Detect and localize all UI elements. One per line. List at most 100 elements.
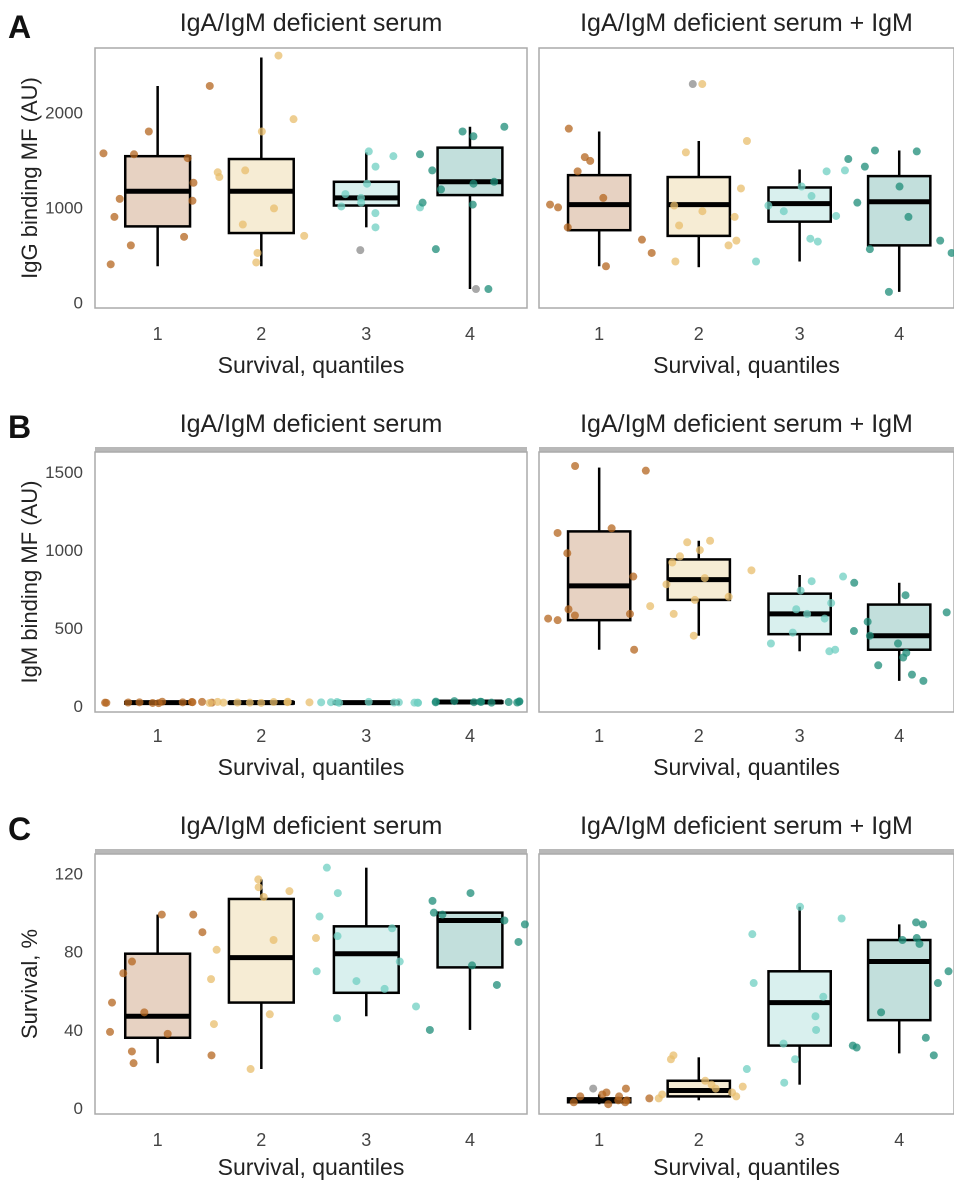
data-point: [205, 698, 214, 707]
data-point: [749, 979, 758, 988]
x-tick-label: 3: [795, 324, 805, 344]
data-point: [779, 1039, 788, 1048]
data-point: [752, 257, 761, 266]
data-point: [563, 549, 572, 558]
data-point: [791, 1055, 800, 1064]
x-tick-label: 3: [361, 1130, 371, 1150]
data-point: [813, 237, 822, 246]
data-point: [414, 698, 423, 707]
data-point: [198, 697, 207, 706]
x-tick-label: 2: [694, 324, 704, 344]
data-point: [110, 212, 119, 221]
data-point: [806, 234, 815, 243]
data-point: [681, 148, 690, 157]
data-point: [827, 599, 836, 608]
data-point: [395, 957, 404, 966]
data-point: [915, 939, 924, 948]
data-point: [333, 889, 342, 898]
data-point: [484, 285, 493, 294]
data-point: [213, 697, 222, 706]
y-tick-label: 1000: [45, 541, 83, 560]
data-point: [865, 631, 874, 640]
x-tick-label: 4: [894, 324, 904, 344]
data-point: [135, 698, 144, 707]
x-tick-label: 2: [694, 1130, 704, 1150]
y-tick-label: 0: [74, 697, 83, 716]
data-point: [690, 595, 699, 604]
data-point: [796, 586, 805, 595]
data-point: [724, 592, 733, 601]
data-point: [500, 916, 509, 925]
data-point: [819, 992, 828, 1001]
data-point: [207, 975, 216, 984]
x-tick-label: 4: [894, 1130, 904, 1150]
data-point: [317, 698, 326, 707]
data-point: [371, 162, 380, 171]
data-point: [468, 961, 477, 970]
data-point: [730, 212, 739, 221]
data-point: [126, 241, 135, 250]
data-point: [738, 1082, 747, 1091]
data-point: [812, 1025, 821, 1034]
y-tick-label: 0: [74, 1099, 83, 1118]
data-point: [257, 127, 266, 136]
data-point: [849, 627, 858, 636]
data-point: [919, 920, 928, 929]
facet-title: IgA/IgM deficient serum + IgM: [580, 812, 913, 840]
data-point: [844, 155, 853, 164]
outlier-point: [589, 1084, 598, 1093]
data-point: [546, 200, 555, 209]
data-point: [689, 631, 698, 640]
data-point: [311, 934, 320, 943]
data-point: [144, 127, 153, 136]
data-point: [675, 221, 684, 230]
data-point: [148, 698, 157, 707]
data-point: [245, 698, 254, 707]
data-point: [944, 967, 953, 976]
data-point: [487, 698, 496, 707]
data-point: [233, 698, 242, 707]
facet-title: IgA/IgM deficient serum + IgM: [580, 9, 913, 37]
panel-frame: [538, 47, 954, 309]
data-point: [254, 883, 263, 892]
facet-strip: [539, 447, 954, 452]
data-point: [341, 190, 350, 199]
data-point: [477, 697, 486, 706]
data-point: [544, 614, 553, 623]
data-point: [621, 1084, 630, 1093]
data-point: [431, 697, 440, 706]
data-point: [675, 552, 684, 561]
data-point: [907, 670, 916, 679]
data-point: [598, 1090, 607, 1099]
data-point: [283, 697, 292, 706]
data-point: [466, 889, 475, 898]
y-tick-label: 120: [55, 865, 83, 884]
data-point: [569, 1098, 578, 1107]
data-point: [919, 676, 928, 685]
data-point: [788, 628, 797, 637]
data-point: [803, 609, 812, 618]
data-point: [337, 202, 346, 211]
x-tick-label: 4: [465, 324, 475, 344]
data-point: [742, 136, 751, 145]
data-point: [797, 182, 806, 191]
data-point: [860, 162, 869, 171]
data-point: [947, 248, 954, 257]
data-point: [853, 198, 862, 207]
box-q3: [332, 925, 400, 995]
data-point: [431, 245, 440, 254]
data-point: [839, 572, 848, 581]
data-point: [205, 81, 214, 90]
data-point: [209, 1020, 218, 1029]
data-point: [416, 150, 425, 159]
data-point: [514, 937, 523, 946]
data-point: [183, 154, 192, 163]
x-tick-label: 2: [256, 726, 266, 746]
data-point: [450, 697, 459, 706]
data-point: [119, 969, 128, 978]
panel-frame: [94, 47, 528, 309]
x-axis-label: Survival, quantiles: [653, 1154, 840, 1180]
x-tick-label: 1: [594, 324, 604, 344]
data-point: [492, 980, 501, 989]
data-point: [764, 201, 773, 210]
